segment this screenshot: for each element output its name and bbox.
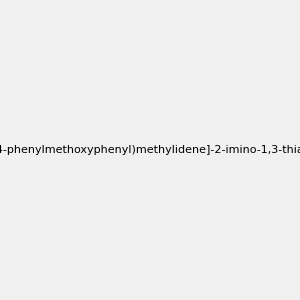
Text: 5-[(3-Ethoxy-4-phenylmethoxyphenyl)methylidene]-2-imino-1,3-thiazolidin-4-one: 5-[(3-Ethoxy-4-phenylmethoxyphenyl)methy… [0,145,300,155]
